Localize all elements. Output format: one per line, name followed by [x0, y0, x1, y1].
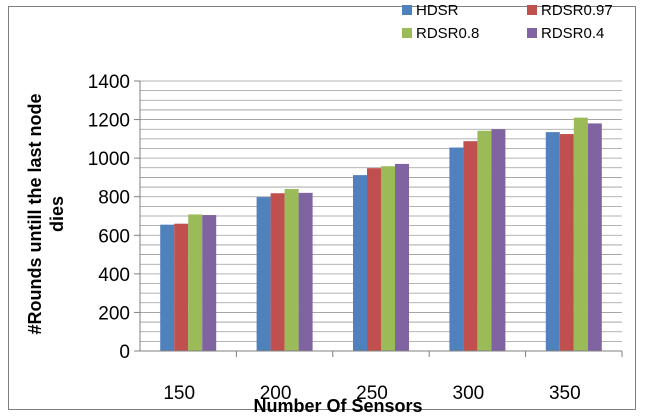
bar-RDSR0.8-300	[477, 130, 492, 351]
legend-swatch-RDSR0.4	[527, 28, 537, 38]
legend-swatch-HDSR	[402, 5, 412, 15]
legend-swatch-RDSR0.97	[527, 5, 537, 15]
y-tick-label: 1000	[88, 149, 130, 170]
x-tick-label: 150	[163, 383, 195, 404]
legend-swatch-RDSR0.8	[402, 28, 412, 38]
x-tick-label: 300	[453, 383, 485, 404]
bar-HDSR-200	[256, 197, 271, 351]
y-tick-labels: 0 200 400 600 800 1000 1200 1400	[88, 72, 130, 363]
bar-RDSR0.97-300	[463, 141, 478, 351]
axes	[134, 80, 623, 357]
x-tick-label: 200	[260, 383, 292, 404]
bar-RDSR0.97-150	[174, 223, 189, 351]
bar-RDSR0.8-250	[381, 166, 395, 351]
y-tick-label: 1200	[88, 111, 130, 132]
bar-RDSR0.8-150	[188, 214, 203, 351]
bar-HDSR-300	[449, 147, 464, 351]
y-axis-title: #Rounds untill the last node	[25, 93, 45, 334]
bars	[160, 117, 602, 352]
y-tick-label: 1400	[88, 72, 130, 93]
y-tick-label: 400	[98, 265, 130, 286]
y-tick-label: 200	[98, 303, 130, 324]
legend-label-HDSR: HDSR	[416, 2, 459, 19]
y-axis-title-continued: dies	[47, 196, 67, 232]
bar-RDSR0.97-350	[559, 134, 574, 351]
legend-label-RDSR0.97: RDSR0.97	[541, 2, 613, 19]
bar-RDSR0.4-200	[298, 192, 313, 351]
bar-RDSR0.4-300	[491, 129, 506, 351]
bar-RDSR0.4-150	[202, 215, 217, 351]
chart-frame	[8, 6, 636, 410]
y-tick-label: 800	[98, 188, 130, 209]
x-tick-labels: 150 200 250 300 350	[163, 383, 580, 404]
bar-RDSR0.4-350	[587, 123, 602, 351]
y-tick-label: 600	[98, 226, 130, 247]
bar-RDSR0.4-250	[395, 163, 409, 351]
legend: HDSR RDSR0.97 RDSR0.8 RDSR0.4	[402, 2, 613, 42]
bar-HDSR-250	[353, 175, 367, 351]
x-tick-label: 350	[549, 383, 581, 404]
bar-RDSR0.97-250	[367, 168, 381, 351]
bar-RDSR0.8-350	[573, 117, 588, 352]
bar-HDSR-350	[545, 132, 560, 351]
legend-label-RDSR0.4: RDSR0.4	[541, 25, 604, 42]
legend-label-RDSR0.8: RDSR0.8	[416, 25, 479, 42]
bar-RDSR0.97-200	[270, 193, 285, 351]
x-tick-label: 250	[356, 383, 388, 404]
x-axis-title: Number Of Sensors	[253, 396, 422, 416]
y-tick-label: 0	[119, 342, 130, 363]
bar-HDSR-150	[160, 224, 175, 351]
bar-RDSR0.8-200	[284, 189, 299, 351]
